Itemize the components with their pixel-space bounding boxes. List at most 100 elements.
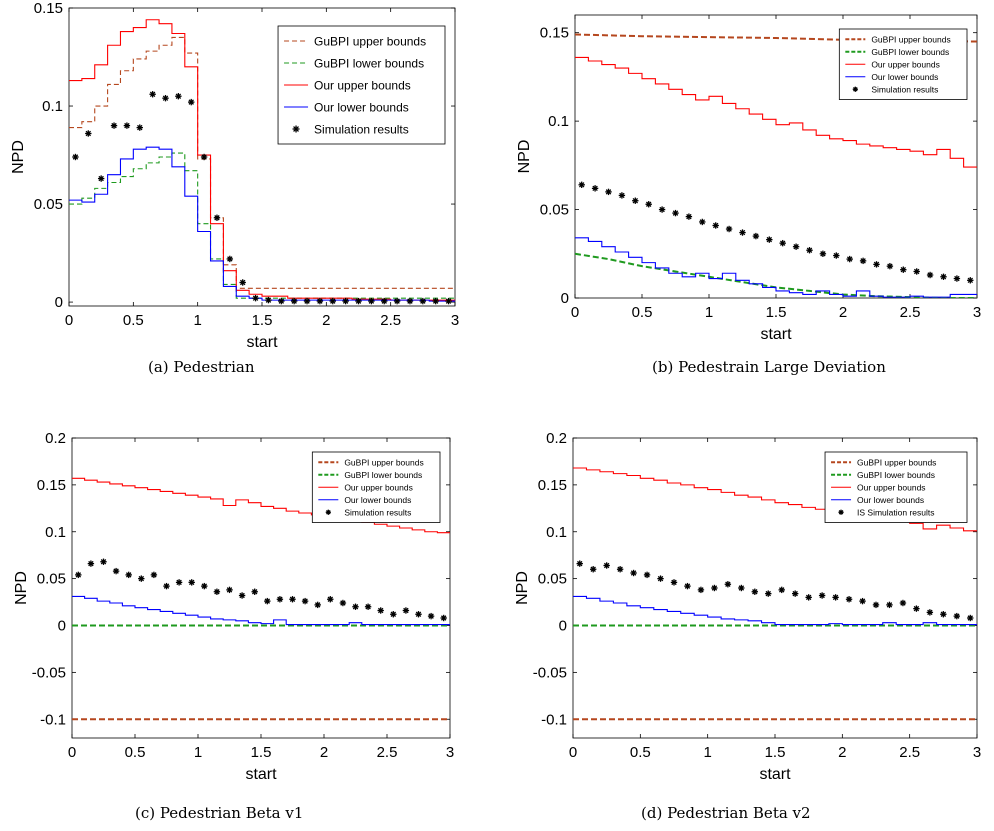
data-point [85, 130, 92, 137]
data-point [149, 91, 156, 98]
x-tick-label: 1 [193, 312, 201, 329]
x-tick-label: 0.5 [630, 744, 651, 761]
x-tick-label: 2.5 [377, 744, 398, 761]
data-point [940, 611, 947, 618]
data-point [200, 153, 208, 161]
x-tick-label: 3 [973, 744, 981, 761]
series-our-lower-bounds [72, 595, 450, 626]
y-tick-label: 0.2 [45, 430, 66, 447]
caption-a: (a) Pedestrian [148, 358, 255, 376]
data-point [87, 560, 95, 567]
data-point [899, 599, 907, 607]
x-tick-label: 2.5 [900, 304, 921, 321]
data-point [393, 297, 401, 305]
data-point [445, 297, 452, 305]
data-point [252, 294, 259, 302]
y-tick-label: 0.15 [540, 25, 569, 42]
data-point [645, 201, 652, 208]
legend-label: GuBPI lower bounds [871, 47, 949, 57]
x-axis-label: start [759, 766, 791, 783]
x-axis-label: start [245, 766, 277, 783]
data-point [591, 185, 599, 192]
series-simulation-results [578, 181, 974, 284]
chart-panel-2: 0 0.5 1 1.5 2 2.5 3 0 0.05 0.1 0.15 start NPD GuBPI u… [516, 14, 981, 343]
data-point [873, 261, 880, 268]
x-tick-label: 2 [839, 304, 847, 321]
legend-label: GuBPI lower bounds [344, 470, 422, 480]
data-point [616, 566, 624, 573]
x-tick-label: 1.5 [251, 744, 272, 761]
data-point [670, 579, 678, 586]
x-tick-label: 0.5 [125, 744, 146, 761]
legend-label: Our upper bounds [314, 78, 411, 92]
legend: GuBPI upper bounds GuBPI lower bounds Our … [838, 28, 968, 100]
data-point [303, 297, 311, 305]
data-point [276, 596, 284, 603]
data-point [201, 582, 208, 590]
data-point [576, 560, 583, 567]
chart-panel-3: 0 0.5 1 1.5 2 2.5 3 -0.1 -0.05 0 0.05 0.1 0.15 0.2 sta… [13, 430, 454, 783]
data-point [278, 297, 285, 305]
series-gubpi-lower-bounds [69, 152, 455, 299]
data-point [967, 277, 974, 284]
data-point [779, 239, 786, 247]
x-tick-label: 1 [194, 744, 202, 761]
data-point [859, 257, 867, 265]
x-axis-label: start [246, 334, 278, 351]
data-point [872, 601, 880, 609]
data-point [138, 575, 145, 582]
data-point [213, 588, 221, 595]
x-tick-label: 1.5 [766, 304, 787, 321]
series-is-simulation-results [576, 560, 974, 622]
data-point [832, 594, 839, 601]
series-group [575, 33, 977, 298]
data-point [805, 594, 812, 601]
data-point [265, 296, 272, 304]
y-tick-label: -0.05 [32, 664, 66, 681]
data-point [926, 609, 934, 616]
caption-d: (d) Pedestrian Beta v2 [641, 804, 811, 822]
x-tick-label: 1 [703, 744, 711, 761]
legend-swatch [838, 509, 844, 515]
series-our-upper-bounds [575, 56, 977, 168]
data-point [136, 124, 143, 131]
data-point [150, 571, 158, 579]
data-point [419, 297, 427, 305]
y-axis-label: NPD [514, 571, 531, 605]
series-our-lower-bounds [575, 237, 977, 298]
series-our-lower-bounds [573, 595, 977, 626]
legend-label: Our lower bounds [314, 100, 409, 114]
data-point [632, 197, 639, 204]
y-tick-label: 0.15 [37, 477, 66, 494]
y-tick-label: 0.1 [42, 98, 63, 115]
data-point [188, 98, 195, 106]
caption-c: (c) Pedestrian Beta v1 [135, 804, 304, 822]
x-tick-label: 2.5 [899, 744, 920, 761]
data-point [605, 188, 612, 196]
data-point [845, 596, 853, 603]
legend-swatch [292, 125, 300, 133]
x-tick-label: 0.5 [123, 312, 144, 329]
data-point [339, 599, 347, 607]
data-point [390, 611, 397, 618]
legend-label: Our lower bounds [344, 495, 411, 505]
x-tick-label: 2 [322, 312, 330, 329]
data-point [751, 588, 758, 595]
data-point [578, 181, 585, 188]
data-point [377, 607, 384, 614]
y-axis-label: NPD [13, 571, 30, 605]
data-point [175, 579, 183, 586]
x-axis-label: start [760, 326, 792, 343]
legend: GuBPI upper bounds GuBPI lower bounds Our … [311, 451, 441, 523]
y-tick-label: 0.05 [540, 202, 569, 219]
legend-label: Our lower bounds [871, 72, 938, 82]
data-point [699, 218, 706, 226]
x-tick-label: 0 [68, 744, 76, 761]
y-tick-label: 0.05 [538, 571, 567, 588]
data-point [752, 232, 760, 240]
y-tick-label: 0.15 [538, 477, 567, 494]
legend-label: Simulation results [344, 507, 411, 517]
x-tick-label: 0 [571, 304, 579, 321]
y-axis-label: NPD [516, 140, 533, 174]
data-point [440, 614, 447, 622]
